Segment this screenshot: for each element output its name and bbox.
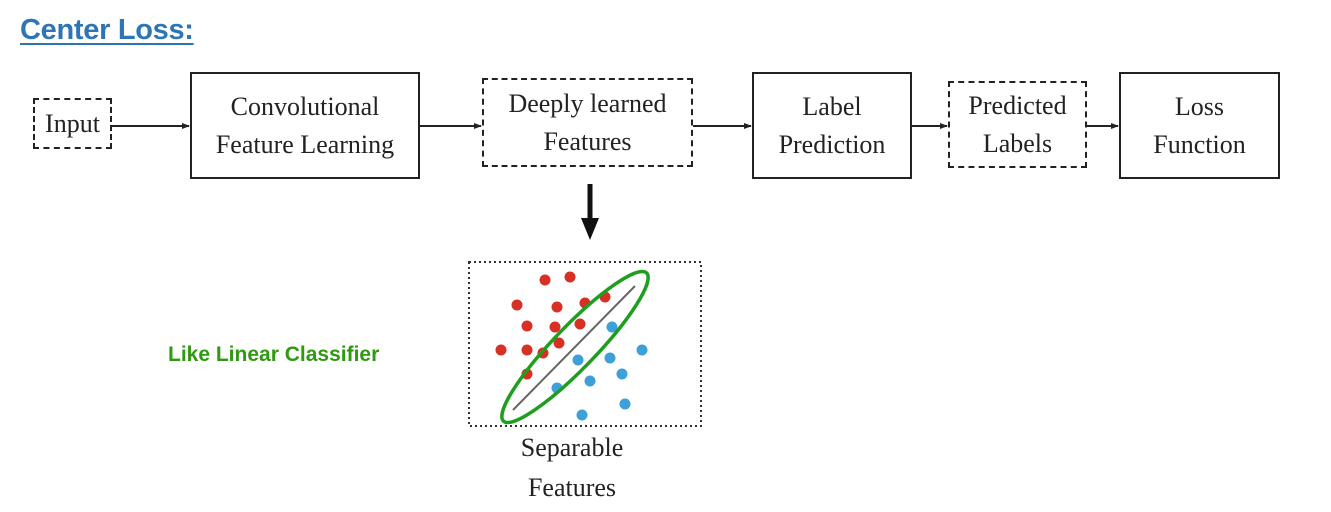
loss-line2: Function (1153, 129, 1246, 159)
red-point (574, 318, 586, 330)
red-points (495, 271, 611, 380)
loss-line1: Loss (1174, 91, 1225, 121)
red-point (539, 274, 551, 286)
red-point (511, 299, 523, 311)
caption-line2: Features (527, 473, 617, 502)
loss-function-box: Loss Function (1119, 72, 1280, 179)
down-arrow (581, 184, 599, 240)
input-box: Input (33, 98, 112, 149)
decision-line (512, 285, 636, 411)
deeply-learned-features-box: Deeply learned Features (482, 78, 693, 167)
plot-caption: Separable Features (470, 428, 674, 508)
input-label: Input (45, 108, 100, 138)
plot-frame (468, 261, 702, 427)
blue-point (636, 344, 648, 356)
conv-feature-learning-box: Convolutional Feature Learning (190, 72, 420, 179)
red-point (551, 301, 563, 313)
red-point (521, 320, 533, 332)
separable-features-plot (468, 261, 702, 427)
blue-point (606, 321, 618, 333)
deep-label-line1: Deeply learned (508, 88, 667, 118)
classifier-ellipse (500, 269, 650, 425)
label-pred-line2: Prediction (778, 129, 886, 159)
blue-point (572, 354, 584, 366)
label-prediction-box: Label Prediction (752, 72, 912, 179)
blue-point (604, 352, 616, 364)
conv-label-line1: Convolutional (230, 91, 380, 121)
blue-point (584, 375, 596, 387)
conv-label-line2: Feature Learning (215, 129, 395, 159)
predicted-labels-box: Predicted Labels (948, 81, 1087, 168)
blue-point (616, 368, 628, 380)
blue-points (551, 321, 648, 421)
red-point (549, 321, 561, 333)
red-point (564, 271, 576, 283)
pred-labels-line1: Predicted (968, 90, 1067, 120)
red-point (553, 337, 565, 349)
like-linear-classifier-label: Like Linear Classifier (168, 343, 380, 366)
pred-labels-line2: Labels (982, 128, 1053, 158)
caption-line1: Separable (520, 433, 624, 462)
red-point (521, 344, 533, 356)
deep-label-line2: Features (543, 126, 632, 156)
label-pred-line1: Label (802, 91, 862, 121)
blue-point (576, 409, 588, 421)
page-title: Center Loss: (20, 14, 194, 46)
blue-point (619, 398, 631, 410)
red-point (495, 344, 507, 356)
